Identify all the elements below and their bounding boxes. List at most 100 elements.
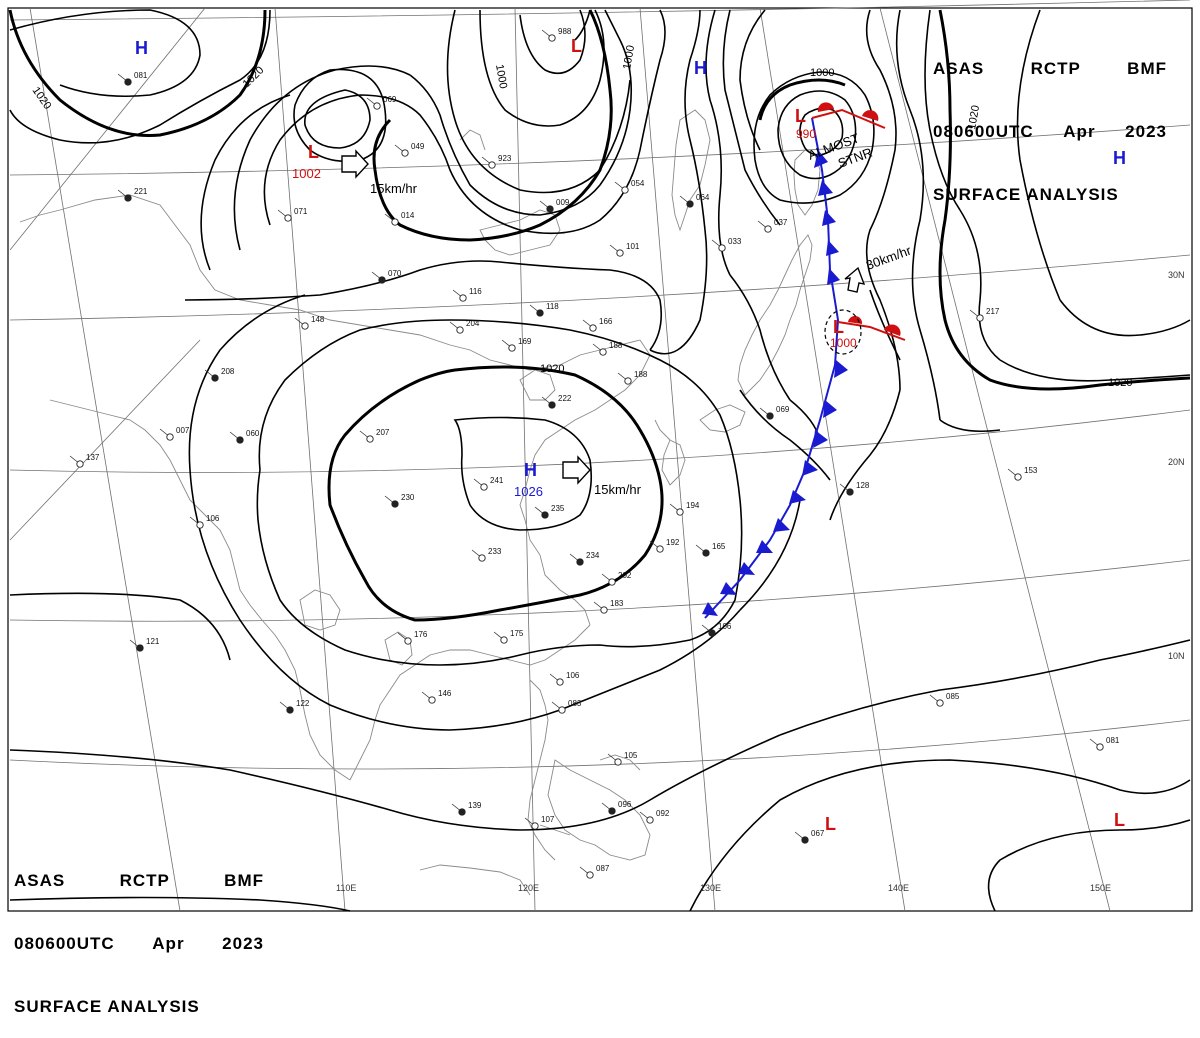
- low-center-letter: L: [795, 106, 806, 126]
- station-circle: [404, 637, 412, 645]
- station-pressure-value: 207: [376, 428, 390, 437]
- station-pressure-value: 105: [624, 751, 638, 760]
- station-circle: [621, 186, 629, 194]
- station-plot: 107: [524, 815, 555, 830]
- station-plot: 049: [394, 142, 425, 157]
- station-plot: 988: [541, 27, 572, 42]
- header-month: Apr: [152, 934, 185, 953]
- station-plot: 081: [117, 71, 148, 86]
- station-plot: 007: [159, 426, 190, 441]
- header-line-1: ASAS RCTP BMF: [933, 58, 1167, 79]
- station-plot: 070: [371, 269, 402, 284]
- station-circle: [478, 554, 486, 562]
- station-circle: [801, 836, 809, 844]
- station-pressure-value: 175: [510, 629, 524, 638]
- station-circle: [391, 218, 399, 226]
- header-station: RCTP: [1030, 59, 1081, 78]
- station-plot: 194: [669, 501, 700, 516]
- station-circle: [608, 578, 616, 586]
- station-plot: 116: [452, 287, 482, 302]
- station-plot: 106: [701, 622, 732, 637]
- station-circle: [600, 606, 608, 614]
- station-pressure-value: 137: [86, 453, 100, 462]
- station-plot: 060: [229, 429, 260, 444]
- isobar-label: 1020: [966, 104, 982, 130]
- header-agency: ASAS: [933, 59, 985, 78]
- station-circle: [976, 314, 984, 322]
- low-center-letter: L: [833, 317, 844, 337]
- station-plot: 054: [614, 179, 645, 194]
- station-plot: 106: [189, 514, 220, 529]
- station-pressure-value: 054: [631, 179, 645, 188]
- station-circle: [401, 149, 409, 157]
- station-circle: [548, 34, 556, 42]
- station-circle: [286, 706, 294, 714]
- station-circle: [556, 678, 564, 686]
- station-pressure-value: 083: [568, 699, 582, 708]
- station-circle: [1096, 743, 1104, 751]
- station-plot: 183: [593, 599, 624, 614]
- station-plot: 175: [493, 629, 524, 644]
- header-time: 080600UTC: [14, 934, 115, 953]
- station-circle: [366, 435, 374, 443]
- station-circle: [646, 816, 654, 824]
- station-plot: 208: [204, 367, 235, 382]
- station-circle: [459, 294, 467, 302]
- station-circle: [599, 348, 607, 356]
- station-pressure-value: 183: [610, 599, 624, 608]
- station-circle: [548, 401, 556, 409]
- low-center-value: 1002: [292, 166, 321, 181]
- station-pressure-value: 128: [856, 481, 870, 490]
- station-circle: [428, 696, 436, 704]
- header-line-2: 080600UTC Apr 2023: [14, 933, 264, 954]
- station-circle: [1014, 473, 1022, 481]
- header-product: SURFACE ANALYSIS: [933, 185, 1119, 204]
- station-pressure-value: 092: [656, 809, 670, 818]
- latitude-label: 20N: [1168, 457, 1185, 467]
- low-center-letter: L: [308, 142, 319, 162]
- station-plot: 118: [529, 302, 559, 317]
- station-pressure-value: 067: [811, 829, 825, 838]
- station-circle: [766, 412, 774, 420]
- station-plots: 221 071 014 070 116 148 208 204 169 118 166 007 060 1…: [69, 27, 1120, 879]
- isobar-label: 1020: [241, 64, 267, 90]
- low-center-value: 1000: [830, 336, 857, 350]
- station-pressure-value: 081: [134, 71, 148, 80]
- isobar-label: 1020: [540, 363, 564, 375]
- station-plot: 176: [397, 630, 428, 645]
- station-plot: 207: [359, 428, 390, 443]
- station-plot: 037: [757, 218, 788, 233]
- station-plot: 121: [129, 637, 160, 652]
- station-circle: [541, 511, 549, 519]
- station-pressure-value: 007: [176, 426, 190, 435]
- station-circle: [456, 326, 464, 334]
- station-pressure-value: 208: [221, 367, 235, 376]
- station-plot: 106: [549, 671, 580, 686]
- station-plot: 235: [534, 504, 565, 519]
- motion-label: 15km/hr: [594, 482, 642, 497]
- motion-arrow: [844, 266, 866, 293]
- high-center-letter: H: [135, 38, 148, 58]
- station-plot: 188: [617, 370, 648, 385]
- station-pressure-value: 235: [551, 504, 565, 513]
- station-circle: [624, 377, 632, 385]
- station-circle: [508, 344, 516, 352]
- station-plot: 233: [471, 547, 502, 562]
- longitude-labels: 110E 120E 130E 140E 150E: [336, 883, 1111, 893]
- longitude-label: 130E: [700, 883, 721, 893]
- station-pressure-value: 230: [401, 493, 415, 502]
- station-pressure-value: 064: [696, 193, 710, 202]
- station-plot: 166: [582, 317, 613, 332]
- station-pressure-value: 146: [438, 689, 452, 698]
- high-center-letter: H: [1113, 148, 1126, 168]
- station-pressure-value: 071: [294, 207, 308, 216]
- surface-analysis-map: 1020 1020 1000 1000 1000 1020 1020 1020: [7, 0, 1193, 912]
- station-circle: [531, 822, 539, 830]
- station-circle: [76, 460, 84, 468]
- station-pressure-value: 037: [774, 218, 788, 227]
- station-plot: 064: [679, 193, 710, 208]
- station-plot: 069: [366, 95, 397, 110]
- header-line-1: ASAS RCTP BMF: [14, 870, 264, 891]
- isobar-label: 1000: [493, 63, 509, 89]
- station-circle: [373, 102, 381, 110]
